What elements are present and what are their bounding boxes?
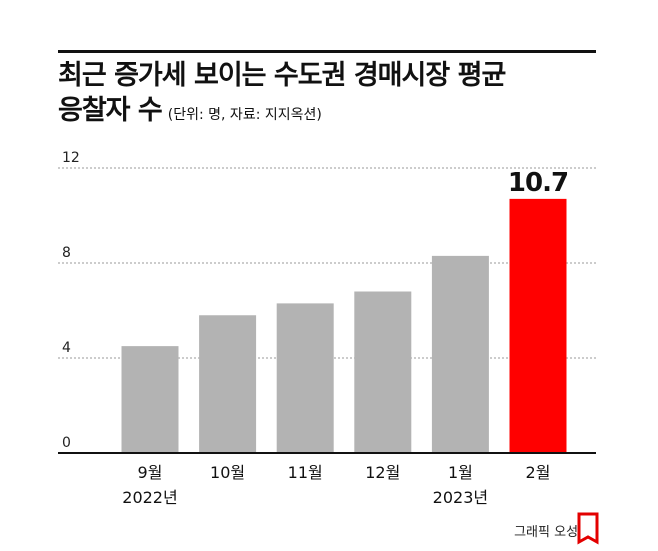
x-tick-sublabel: 2022년 (122, 488, 177, 507)
bar (354, 291, 412, 453)
chart-title: 최근 증가세 보이는 수도권 경매시장 평균 응찰자 수 (단위: 명, 자료: … (58, 58, 618, 133)
x-tick-label: 11월 (288, 463, 323, 482)
bar (431, 255, 489, 453)
y-tick-label: 12 (62, 150, 80, 166)
bar (276, 303, 334, 453)
x-tick-label: 9월 (138, 463, 163, 482)
x-tick-label: 2월 (526, 463, 551, 482)
publisher-logo-icon (577, 512, 599, 545)
title-line-2: 응찰자 수 (단위: 명, 자료: 지지옥션) (58, 93, 618, 133)
y-tick-label: 8 (62, 245, 71, 261)
data-label: 10.7 (508, 168, 568, 198)
credit: 그래픽 오성수 (514, 525, 590, 540)
x-tick-sublabel: 2023년 (433, 488, 488, 507)
x-tick-label: 1월 (448, 463, 473, 482)
bar (121, 346, 179, 453)
bar (199, 315, 257, 453)
x-tick-label: 10월 (210, 463, 245, 482)
unit-note: (단위: 명, 자료: 지지옥션) (167, 107, 322, 123)
y-tick-label: 0 (62, 435, 71, 451)
title-line-2-text: 응찰자 수 (58, 95, 163, 126)
title-line-1: 최근 증가세 보이는 수도권 경매시장 평균 (58, 60, 506, 91)
top-rule (58, 50, 596, 53)
x-tick-label: 12월 (365, 463, 400, 482)
bar (509, 198, 567, 453)
y-tick-label: 4 (62, 340, 71, 356)
